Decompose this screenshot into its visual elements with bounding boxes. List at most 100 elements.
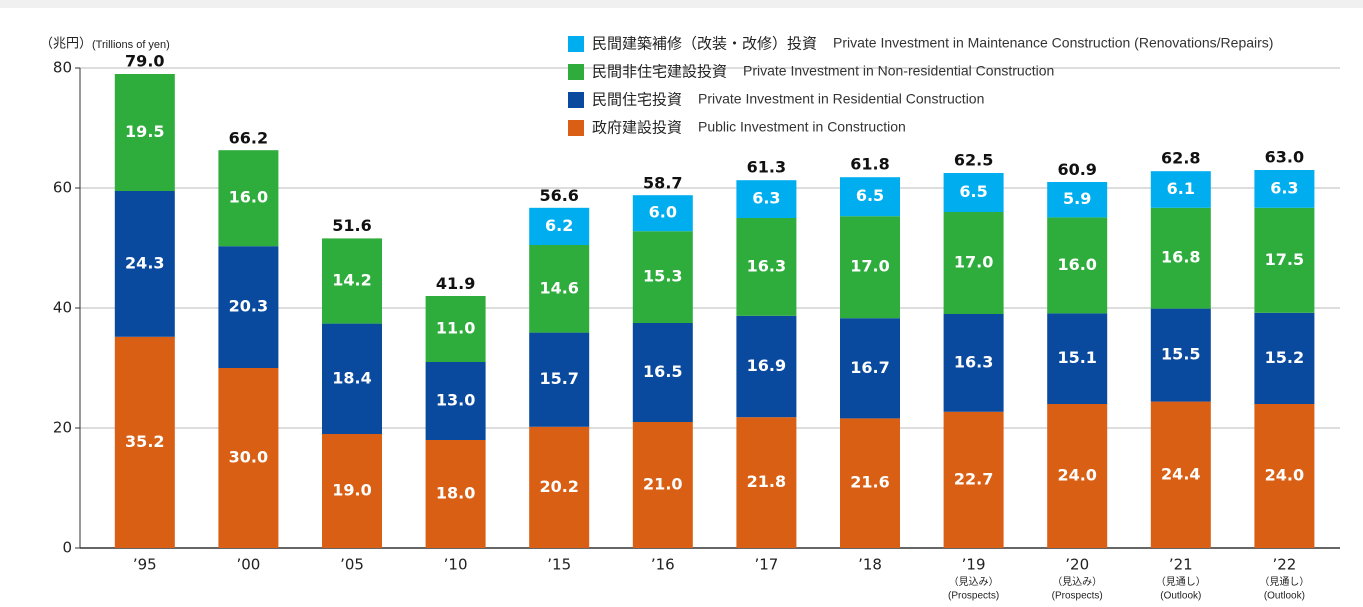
segment-label: 6.3: [1270, 178, 1298, 197]
bar-segment: [322, 323, 382, 434]
total-label: 51.6: [332, 216, 371, 235]
segment-label: 16.5: [643, 362, 682, 381]
segment-label: 21.8: [747, 472, 786, 491]
bar-segment: [1047, 217, 1108, 314]
total-label: 61.3: [747, 158, 786, 177]
segment-label: 30.0: [229, 448, 268, 467]
x-tick-label: ’10: [444, 556, 468, 574]
bar-segment: [218, 368, 279, 548]
bar-segment: [322, 434, 382, 548]
bar-segment: [632, 323, 693, 422]
y-tick-label: 40: [53, 299, 72, 317]
x-note-ja: （見込み）: [949, 576, 999, 588]
bar-segment: [218, 150, 279, 247]
bar-segment: [1047, 182, 1108, 218]
bar-segment: [736, 315, 797, 418]
bar-segment: [114, 191, 175, 337]
legend-label-en: Public Investment in Construction: [698, 119, 906, 135]
x-tick-label: ’15: [547, 556, 571, 574]
bar-segment: [1254, 170, 1315, 208]
bar-segment: [218, 246, 279, 368]
total-label: 58.7: [643, 173, 682, 192]
total-label: 66.2: [229, 128, 268, 147]
bar-segment: [736, 180, 797, 218]
bar-segment: [632, 231, 693, 323]
segment-label: 22.7: [954, 469, 993, 488]
legend-label-en: Private Investment in Residential Constr…: [698, 91, 984, 107]
segment-label: 35.2: [125, 432, 164, 451]
segment-label: 19.5: [125, 122, 164, 141]
bar-segment: [1150, 171, 1211, 208]
segment-label: 20.2: [539, 477, 578, 496]
x-tick-label: ’19: [962, 556, 986, 574]
x-tick-label: ’17: [754, 556, 778, 574]
segment-label: 21.6: [850, 473, 889, 492]
total-label: 63.0: [1265, 148, 1304, 167]
bar-segment: [1150, 401, 1211, 548]
x-note-ja: （見込み）: [1052, 576, 1102, 588]
bar-segment: [529, 207, 590, 245]
y-tick-label: 20: [53, 419, 72, 437]
bar-segment: [1254, 404, 1315, 548]
segment-label: 24.4: [1161, 464, 1200, 483]
segment-label: 6.1: [1167, 179, 1195, 198]
legend-swatch: [568, 36, 584, 52]
bar-segment: [425, 440, 486, 548]
bar-segment: [632, 195, 693, 232]
total-label: 62.5: [954, 151, 993, 170]
total-label: 79.0: [125, 52, 164, 71]
bar-segment: [943, 173, 1004, 212]
y-label-ja: （兆円）: [40, 37, 92, 52]
segment-label: 6.2: [545, 216, 573, 235]
legend-label: 政府建設投資: [592, 119, 682, 137]
bar-segment: [425, 362, 486, 440]
segment-label: 21.0: [643, 475, 682, 494]
bar-segment: [425, 296, 486, 362]
segment-label: 5.9: [1063, 189, 1091, 208]
legend-label-en: Private Investment in Maintenance Constr…: [833, 35, 1273, 51]
bar-segment: [840, 318, 900, 419]
bar-segment: [529, 245, 590, 333]
x-tick-label: ’00: [236, 556, 260, 574]
bar-segment: [943, 212, 1004, 314]
top-band: [0, 0, 1363, 8]
total-label: 60.9: [1057, 160, 1096, 179]
segment-label: 16.3: [954, 352, 993, 371]
segment-label: 6.3: [752, 189, 780, 208]
segment-label: 16.8: [1161, 248, 1200, 267]
bar-segment: [1047, 404, 1108, 548]
segment-label: 11.0: [436, 319, 475, 338]
segment-label: 17.0: [954, 253, 993, 272]
segment-label: 15.7: [539, 369, 578, 388]
x-note-en: (Outlook): [1264, 591, 1305, 602]
segment-label: 17.0: [850, 257, 889, 276]
segment-label: 16.9: [747, 356, 786, 375]
segment-label: 15.1: [1057, 348, 1096, 367]
x-note-en: (Prospects): [1052, 591, 1103, 602]
bar-segment: [1047, 313, 1108, 404]
bar-segment: [529, 332, 590, 427]
total-label: 61.8: [850, 155, 889, 174]
bar-segment: [322, 238, 382, 324]
total-label: 62.8: [1161, 149, 1200, 168]
bar-segment: [840, 216, 900, 319]
segment-label: 14.6: [539, 278, 578, 297]
x-tick-label: ’16: [651, 556, 675, 574]
bar-segment: [529, 426, 590, 548]
total-label: 41.9: [436, 274, 475, 293]
bar-segment: [1150, 207, 1211, 309]
segment-label: 19.0: [332, 481, 371, 500]
segment-label: 6.0: [649, 203, 677, 222]
y-label-en: (Trillions of yen): [92, 39, 170, 51]
legend-swatch: [568, 92, 584, 108]
bar-segment: [736, 417, 797, 548]
segment-label: 24.0: [1057, 466, 1096, 485]
segment-label: 16.0: [229, 188, 268, 207]
bar-segment: [736, 218, 797, 316]
x-note-ja: （見通し）: [1259, 576, 1309, 588]
segment-label: 24.0: [1265, 466, 1304, 485]
legend-label: 民間住宅投資: [592, 91, 682, 109]
x-note-en: (Outlook): [1160, 591, 1201, 602]
y-tick-label: 60: [53, 179, 72, 197]
